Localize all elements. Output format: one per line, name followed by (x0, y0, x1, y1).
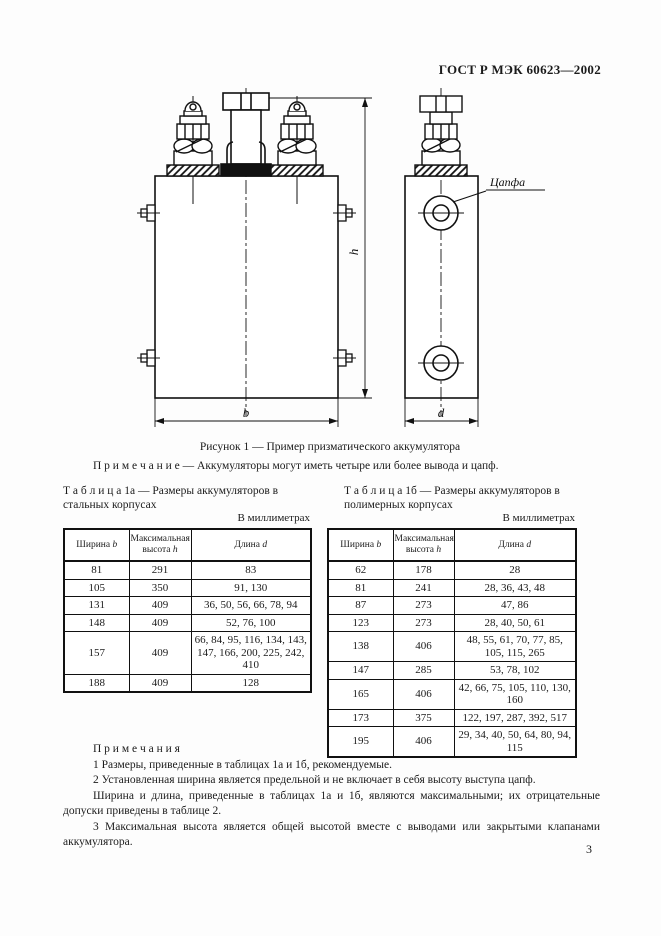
figure-note: П р и м е ч а н и е — Аккумуляторы могут… (63, 460, 603, 472)
table-row: 147 285 53, 78, 102 (327, 661, 577, 680)
note-item: 1 Размеры, приведенные в таблицах 1а и 1… (93, 758, 392, 771)
table-row: 87 273 47, 86 (327, 596, 577, 615)
dimension-d: d (404, 398, 479, 427)
dimension-h: h (269, 97, 372, 399)
table-row: 195 406 29, 34, 40, 50, 64, 80, 94, 115 (327, 726, 577, 758)
table-1b: Ширина b Максимальная высота h Длина d 6… (327, 528, 577, 758)
dimension-b: b (154, 398, 339, 427)
table-row: 173 375 122, 197, 287, 392, 517 (327, 708, 577, 727)
table-1a-header-row: Ширина b Максимальная высота h Длина d (63, 528, 312, 562)
units-note-1a: В миллиметрах (237, 512, 310, 524)
notes-heading: П р и м е ч а н и я (93, 743, 180, 755)
col-header-width: Ширина b (327, 528, 394, 562)
table-row: 138 406 48, 55, 61, 70, 77, 85, 105, 115, … (327, 631, 577, 662)
table-row: 148 409 52, 76, 100 (63, 613, 312, 632)
trunnion-circles (418, 195, 464, 381)
dimension-h-label: h (346, 249, 361, 256)
col-header-max-height: Максимальная высота h (128, 528, 192, 562)
trunnion-callout: Цапфа (452, 175, 545, 203)
notes-section: П р и м е ч а н и я 1 Размеры, приведенн… (63, 742, 600, 851)
figure-caption: Рисунок 1 — Пример призматического аккум… (199, 441, 461, 453)
table-1a-title-label: Т а б л и ц а 1а (63, 485, 136, 497)
table-row: 81 241 28, 36, 43, 48 (327, 578, 577, 597)
trunnion-callout-label: Цапфа (489, 175, 525, 189)
trunnion-tabs (137, 204, 356, 367)
dimension-d-label: d (438, 405, 445, 420)
table-row: 123 273 28, 40, 50, 61 (327, 613, 577, 632)
table-1b-title-label: Т а б л и ц а 1б (344, 485, 417, 497)
figure-1-drawing: h b (100, 86, 560, 438)
table-row: 188 409 128 (63, 673, 312, 693)
vent-cap (220, 92, 272, 177)
standard-number-header: ГОСТ Р МЭК 60623—2002 (438, 62, 601, 77)
figure-note-label: П р и м е ч а н и е (93, 460, 180, 472)
side-view (404, 88, 479, 416)
note-item: Ширина и длина, приведенные в таблицах 1… (63, 789, 600, 818)
col-header-max-height: Максимальная высота h (392, 528, 455, 562)
table-row: 131 409 36, 50, 56, 66, 78, 94 (63, 596, 312, 615)
table-1b-title: Т а б л и ц а 1б — Размеры аккумуляторов… (344, 484, 590, 512)
page-number: 3 (586, 842, 592, 856)
col-header-length: Длина d (190, 528, 312, 562)
table-1b-header-row: Ширина b Максимальная высота h Длина d (327, 528, 577, 562)
table-row: 62 178 28 (327, 560, 577, 580)
front-view (137, 88, 356, 416)
table-row: 105 350 91, 130 (63, 578, 312, 597)
dimension-b-label: b (243, 405, 250, 420)
figure-note-text: — Аккумуляторы могут иметь четыре или бо… (179, 460, 499, 472)
col-header-width: Ширина b (63, 528, 130, 562)
note-item: 2 Установленная ширина является предельн… (93, 774, 536, 786)
note-item: 3 Максимальная высота является общей выс… (63, 820, 600, 849)
table-row: 81 291 83 (63, 560, 312, 580)
side-terminal (414, 95, 468, 177)
col-header-length: Длина d (453, 528, 577, 562)
table-1b-title-text: — Размеры аккумуляторов в полимерных кор… (344, 485, 560, 511)
accumulator-drawing-svg: h b (137, 88, 545, 427)
units-note-1b: В миллиметрах (502, 512, 575, 524)
table-row: 165 406 42, 66, 75, 105, 110, 130, 160 (327, 678, 577, 710)
table-1a: Ширина b Максимальная высота h Длина d 8… (63, 528, 312, 693)
table-row: 157 409 66, 84, 95, 116, 134, 143, 147, 16… (63, 631, 312, 675)
table-1a-title-text: — Размеры аккумуляторов в стальных корпу… (63, 485, 279, 511)
table-1a-title: Т а б л и ц а 1а — Размеры аккумуляторов… (63, 484, 315, 512)
